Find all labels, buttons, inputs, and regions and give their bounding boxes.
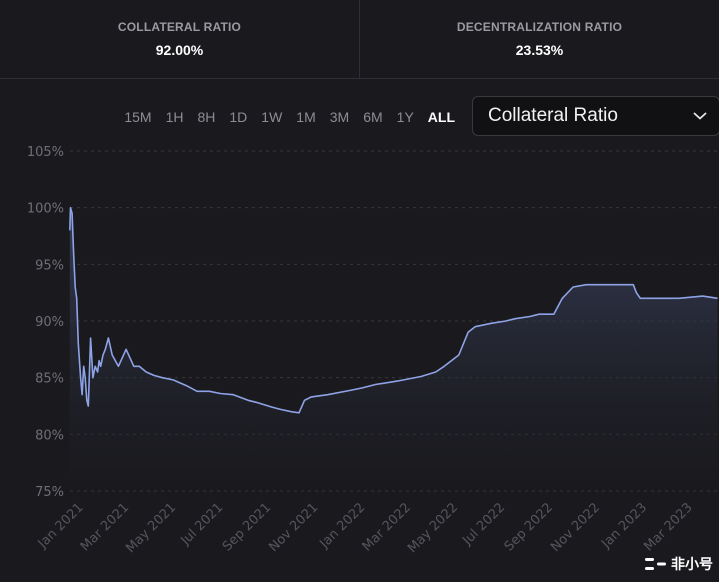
x-tick-label: May 2021 — [123, 500, 179, 556]
timeframe-all[interactable]: ALL — [427, 109, 455, 125]
series-area-fill — [69, 207, 718, 491]
watermark: 非小号 — [645, 554, 713, 574]
decentralization-ratio-label: DECENTRALIZATION RATIO — [456, 20, 623, 34]
decentralization-ratio-stat: DECENTRALIZATION RATIO 23.53% — [359, 0, 719, 78]
collateral-ratio-label: COLLATERAL RATIO — [117, 20, 242, 34]
y-tick-label: 85% — [35, 372, 64, 387]
timeframe-15m[interactable]: 15M — [124, 109, 152, 125]
x-tick-label: Mar 2023 — [641, 500, 695, 554]
y-tick-label: 80% — [35, 428, 64, 443]
stats-bar: COLLATERAL RATIO 92.00% DECENTRALIZATION… — [0, 0, 719, 79]
timeframe-1y[interactable]: 1Y — [396, 109, 414, 125]
metric-select[interactable]: Collateral Ratio — [472, 96, 719, 136]
timeframe-6m[interactable]: 6M — [363, 109, 383, 125]
y-tick-label: 75% — [35, 485, 64, 500]
timeframe-selector: 15M 1H 8H 1D 1W 1M 3M 6M 1Y ALL — [117, 107, 462, 127]
timeframe-1m[interactable]: 1M — [296, 109, 316, 125]
collateral-ratio-value: 92.00% — [155, 42, 204, 58]
x-tick-label: Jul 2021 — [178, 500, 227, 549]
y-tick-label: 105% — [27, 145, 64, 160]
metric-select-value: Collateral Ratio — [488, 105, 618, 126]
y-axis: 75% 80% 85% 90% 95% 100% 105% — [27, 145, 64, 500]
y-tick-label: 100% — [27, 202, 64, 217]
chevron-down-icon — [693, 112, 707, 120]
x-tick-label: Nov 2021 — [266, 500, 321, 555]
timeframe-1d[interactable]: 1D — [229, 109, 248, 125]
watermark-text: 非小号 — [671, 556, 713, 572]
watermark-logo-icon — [645, 558, 666, 570]
timeframe-1w[interactable]: 1W — [261, 109, 283, 125]
x-tick-label: Nov 2022 — [548, 500, 603, 555]
x-tick-label: May 2022 — [405, 500, 461, 556]
y-tick-label: 95% — [35, 258, 64, 273]
series-line — [69, 206, 718, 414]
timeframe-1h[interactable]: 1H — [165, 109, 184, 125]
x-tick-label: Sep 2022 — [502, 500, 556, 554]
x-tick-label: Sep 2021 — [220, 500, 274, 554]
y-tick-label: 90% — [35, 315, 64, 330]
x-tick-label: Jul 2022 — [459, 500, 508, 549]
timeframe-3m[interactable]: 3M — [329, 109, 350, 125]
timeframe-8h[interactable]: 8H — [197, 109, 216, 125]
collateral-ratio-stat: COLLATERAL RATIO 92.00% — [0, 0, 359, 78]
decentralization-ratio-value: 23.53% — [515, 42, 564, 58]
